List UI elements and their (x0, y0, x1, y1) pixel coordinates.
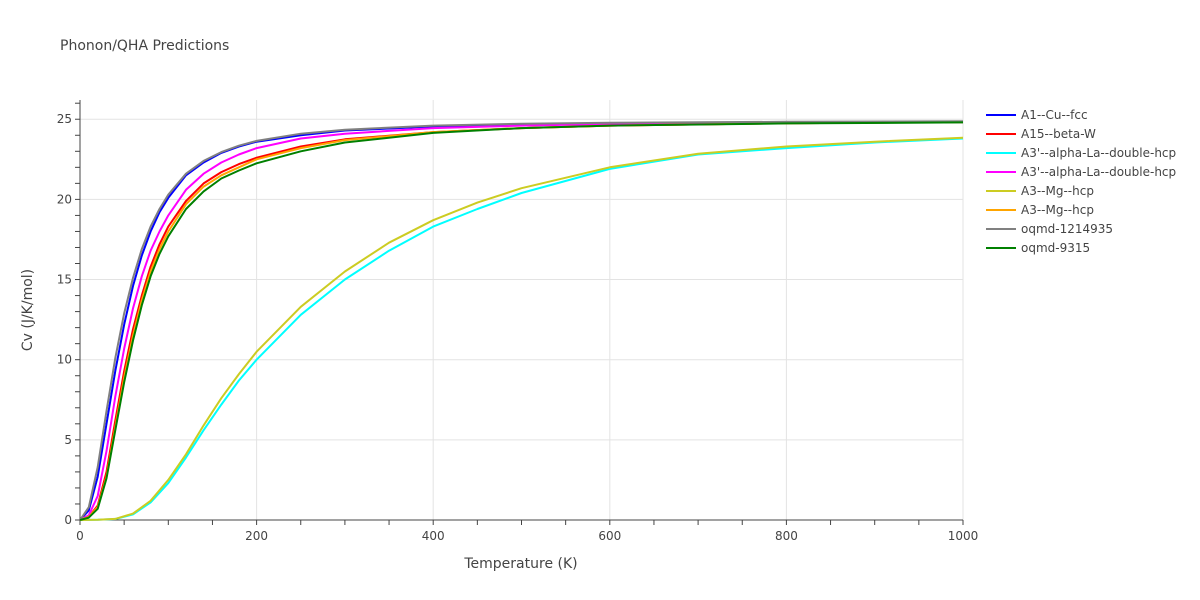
x-tick-label: 400 (422, 529, 445, 543)
legend-label-4: A3'--alpha-La--double-hcp (1021, 165, 1176, 179)
y-tick-label: 5 (64, 433, 72, 447)
legend-label-6: A3--Mg--hcp (1021, 203, 1094, 217)
legend-label-1: A1--Cu--fcc (1021, 108, 1088, 122)
series-line-4 (80, 121, 963, 521)
y-tick-label: 10 (57, 353, 72, 367)
series-lines (80, 120, 963, 521)
x-tick-label: 0 (76, 529, 84, 543)
series-line-6 (80, 121, 963, 521)
grid (80, 100, 964, 520)
x-tick-label: 800 (775, 529, 798, 543)
series-line-3 (80, 137, 963, 521)
legend: A1--Cu--fcc A15--beta-W A3'--alpha-La--dou… (986, 108, 1176, 255)
legend-label-3: A3'--alpha-La--double-hcp (1021, 146, 1176, 160)
legend-label-8: oqmd-9315 (1021, 241, 1090, 255)
x-axis-label: Temperature (K) (463, 556, 577, 572)
legend-label-2: A15--beta-W (1021, 127, 1096, 141)
series-line-7 (80, 120, 963, 521)
y-axis-label: Cv (J/K/mol) (20, 269, 36, 351)
x-tick-label: 600 (598, 529, 621, 543)
y-tick-label: 20 (57, 192, 72, 206)
y-tick-label: 25 (57, 112, 72, 126)
chart-title: Phonon/QHA Predictions (60, 38, 229, 54)
tick-labels: 0 200 400 600 800 1000 0 5 10 15 20 25 (57, 112, 979, 543)
x-tick-label: 200 (245, 529, 268, 543)
x-tick-label: 1000 (948, 529, 979, 543)
legend-label-7: oqmd-1214935 (1021, 222, 1113, 236)
legend-label-5: A3--Mg--hcp (1021, 184, 1094, 198)
y-tick-label: 15 (57, 273, 72, 287)
series-line-8 (80, 121, 963, 521)
y-tick-label: 0 (64, 513, 72, 527)
plot-area (80, 120, 963, 521)
axes (75, 100, 964, 525)
series-line-5 (80, 136, 963, 521)
